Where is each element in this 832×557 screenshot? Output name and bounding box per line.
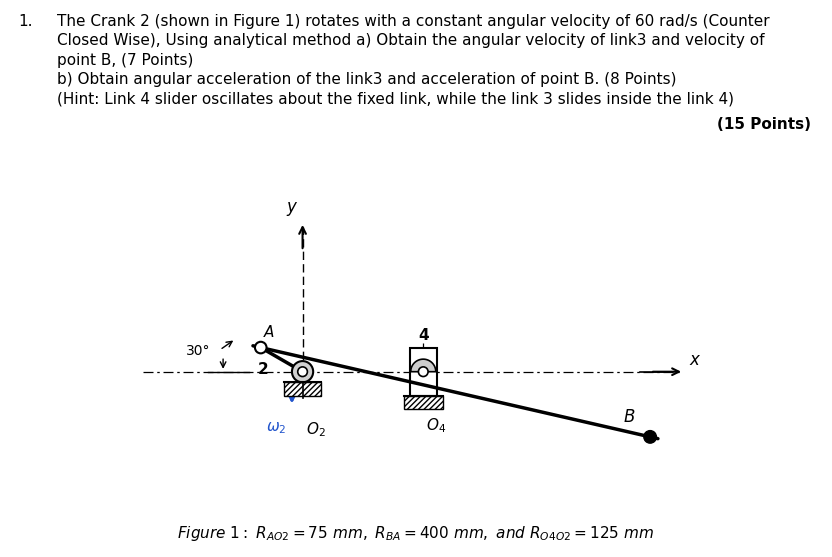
Text: (Hint: Link 4 slider oscillates about the fixed link, while the link 3 slides in: (Hint: Link 4 slider oscillates about th… (57, 92, 734, 107)
Text: 30°: 30° (186, 344, 210, 359)
Text: The Crank 2 (shown in Figure 1) rotates with a constant angular velocity of 60 r: The Crank 2 (shown in Figure 1) rotates … (57, 14, 770, 29)
Text: $B$: $B$ (623, 408, 636, 426)
Text: $y$: $y$ (286, 200, 299, 218)
Circle shape (292, 361, 313, 382)
Circle shape (298, 367, 307, 377)
Circle shape (255, 342, 266, 353)
Bar (410, 348, 437, 396)
Text: $\mathit{Figure\ 1{:}\ R_{AO2} = 75\ mm,\ R_{BA} = 400\ mm,\ and\ R_{O4O2} = 125: $\mathit{Figure\ 1{:}\ R_{AO2} = 75\ mm,… (177, 524, 655, 543)
Circle shape (418, 367, 428, 377)
Bar (404, 396, 443, 409)
Text: 1.: 1. (18, 14, 32, 29)
Text: 2: 2 (257, 362, 268, 377)
Text: Closed Wise), Using analytical method a) Obtain the angular velocity of link3 an: Closed Wise), Using analytical method a)… (57, 33, 764, 48)
Text: 4: 4 (418, 328, 428, 343)
Text: (15 Points): (15 Points) (717, 117, 811, 132)
Text: $x$: $x$ (689, 351, 701, 369)
Text: $A$: $A$ (263, 324, 275, 340)
Text: $\omega_2$: $\omega_2$ (265, 420, 286, 436)
Text: 3: 3 (411, 356, 422, 371)
Bar (285, 382, 321, 396)
Text: $O_2$: $O_2$ (306, 420, 326, 439)
Text: b) Obtain angular acceleration of the link3 and acceleration of point B. (8 Poin: b) Obtain angular acceleration of the li… (57, 72, 676, 87)
Text: point B, (7 Points): point B, (7 Points) (57, 53, 193, 68)
Text: $O_4$: $O_4$ (426, 416, 446, 435)
Circle shape (644, 431, 656, 443)
Polygon shape (411, 359, 436, 372)
